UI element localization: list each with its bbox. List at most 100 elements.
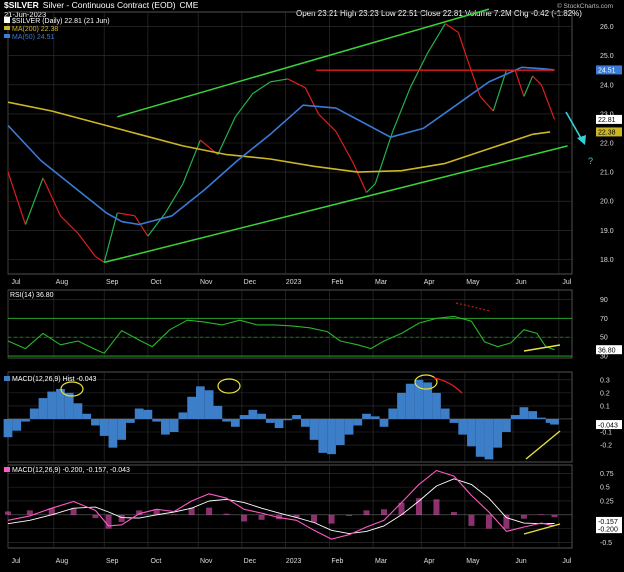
price-segment-16 <box>252 81 271 95</box>
macd-diff-bar-30 <box>538 514 545 515</box>
macd-diff-bar-13 <box>241 514 248 522</box>
annot-hist-yellow <box>525 430 561 460</box>
hist-bar-17 <box>152 418 162 422</box>
macd-diff-bar-14 <box>258 514 265 520</box>
price-segment-7 <box>103 212 118 263</box>
macd-diff-bar-23 <box>415 498 422 515</box>
macd-diff-bar-29 <box>520 514 527 519</box>
price-segment-20 <box>317 113 337 132</box>
tag-ma200-bg <box>596 127 622 137</box>
xtick-label-bottom-2: Sep <box>106 558 119 565</box>
xtick-label-top-1: Aug <box>56 279 69 286</box>
hist-bar-26 <box>230 418 240 427</box>
hist-bar-33 <box>292 415 301 419</box>
macd-diff-bar-12 <box>223 513 230 515</box>
macd-line <box>7 469 555 540</box>
hist-bar-11 <box>99 418 109 436</box>
hist-bar-30 <box>265 418 275 423</box>
xtick-label-top-6: 2023 <box>286 279 302 286</box>
hist-bar-39 <box>344 418 354 435</box>
macd-diff-bar-25 <box>450 512 457 515</box>
xtick-label-bottom-0: Jul <box>12 558 21 565</box>
xtick-label-top-11: Jun <box>515 279 526 286</box>
hist-bar-38 <box>335 418 345 446</box>
ytick-label-1-3: 90 <box>600 297 608 304</box>
price-segment-22 <box>352 163 368 193</box>
ytick-label-0-1: 19.0 <box>600 228 614 235</box>
hist-bar-6 <box>56 388 65 419</box>
price-segment-15 <box>234 93 254 118</box>
rsi-legend: RSI(14) 36.80 <box>10 292 54 299</box>
ytick-label-0-4: 22.0 <box>600 141 614 148</box>
hist-bar-54 <box>475 418 485 457</box>
value-tags: 24.51 22.81 22.38 36.80 -0.043 -0.157-0.200 <box>596 65 622 533</box>
signal-line <box>7 478 555 535</box>
macd-diff-bar-21 <box>381 509 387 515</box>
hist-bar-44 <box>388 408 398 419</box>
macd-diff-bar-27 <box>485 514 492 529</box>
xtick-label-top-0: Jul <box>12 279 21 286</box>
hist-bar-5 <box>47 391 57 419</box>
hist-bar-43 <box>379 418 389 427</box>
hist-bar-1 <box>12 418 22 431</box>
xtick-label-bottom-9: Apr <box>424 558 436 565</box>
hist-bar-23 <box>204 390 214 419</box>
hist-bar-9 <box>82 413 92 419</box>
price-segment-23 <box>366 183 376 193</box>
xtick-label-top-9: Apr <box>424 279 436 286</box>
ytick-label-2-0: -0.2 <box>600 443 612 450</box>
price-segment-36 <box>532 75 542 86</box>
ytick-label-2-3: 0.2 <box>600 390 610 397</box>
hist-bar-46 <box>405 383 415 419</box>
channel-upper-line <box>117 8 490 118</box>
hist-bar-2 <box>21 418 30 422</box>
macd-diff-bar-0 <box>5 511 11 515</box>
hist-bar-63 <box>550 418 559 425</box>
ma50-line <box>7 66 555 226</box>
tag-last-bg <box>596 114 622 124</box>
annotation-question: ? <box>588 156 593 166</box>
hist-bar-40 <box>353 418 363 426</box>
channel-lower-line <box>104 145 568 264</box>
hist-bar-50 <box>440 408 450 419</box>
price-segment-1 <box>7 171 27 225</box>
xtick-label-top-8: Mar <box>375 279 388 286</box>
hist-bar-36 <box>318 418 328 453</box>
macd-diff-bar-31 <box>551 514 558 518</box>
hist-bar-15 <box>134 408 144 419</box>
price-segment-2 <box>24 177 44 225</box>
xtick-label-bottom-1: Aug <box>56 558 69 565</box>
macd-diff-bar-18 <box>328 514 335 524</box>
ytick-label-2-2: 0.1 <box>600 403 610 410</box>
ytick-label-1-1: 50 <box>600 335 608 342</box>
legend-macd1: MACD(12,26,9) Hist -0.043 <box>12 376 97 383</box>
price-legend: $SILVER (Daily) 22.81 (21 Jun) MA(200) 2… <box>4 17 110 41</box>
price-segment-21 <box>335 131 354 164</box>
tag-hist: -0.043 <box>598 422 618 429</box>
xtick-label-top-5: Dec <box>244 279 257 286</box>
chart-header-ohlc: Open 23.21 High 23.23 Low 22.51 Close 22… <box>296 9 582 18</box>
price-segment-14 <box>217 116 236 155</box>
price-segment-32 <box>492 70 507 112</box>
hist-bar-52 <box>458 418 468 435</box>
macd-diff-bar-16 <box>293 514 300 518</box>
tag-rsi: 36.80 <box>598 347 616 354</box>
price-segment-5 <box>77 232 96 257</box>
legend-ma200: MA(200) 22.38 <box>12 26 58 33</box>
macd-diff-bar-9 <box>171 514 178 515</box>
hist-bar-28 <box>248 409 258 419</box>
price-segment-12 <box>182 139 201 184</box>
hist-bar-47 <box>414 379 424 419</box>
legend-macd2: MACD(12,26,9) -0.200, -0.157, -0.043 <box>12 467 130 474</box>
xtick-label-top-7: Feb <box>331 279 343 286</box>
tag-signal: -0.200 <box>598 526 618 533</box>
macd-diff-bar-2 <box>48 508 55 515</box>
price-segment-29 <box>457 32 468 59</box>
price-segment-18 <box>287 78 306 89</box>
hist-bar-14 <box>126 418 135 423</box>
watermark: © StockCharts.com <box>557 2 613 10</box>
x-axis-labels: Jul Jul Aug Aug Sep Sep Oct Oct Nov Nov Dec Dec 2023… <box>12 279 572 565</box>
hist-bar-20 <box>178 412 188 419</box>
ytick-label-3-2: 0.25 <box>600 498 614 505</box>
annot-cyan-arrow <box>565 111 583 141</box>
